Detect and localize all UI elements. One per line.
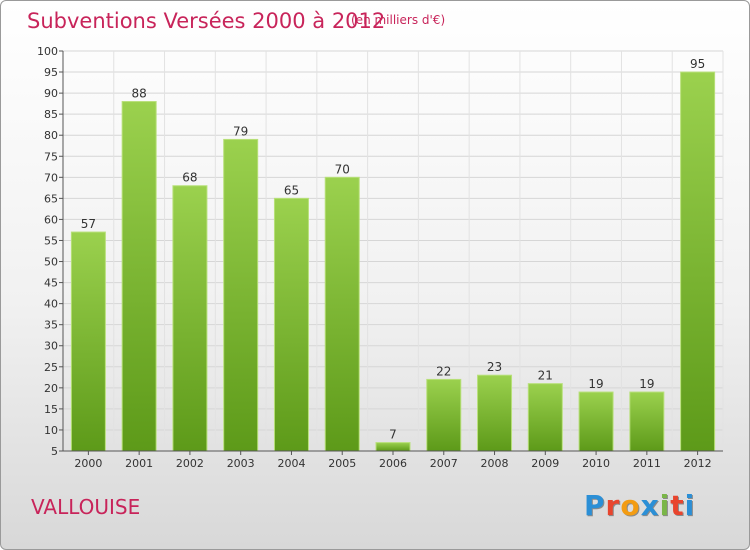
bar-value-label: 19 (639, 377, 654, 391)
y-tick-label: 40 (44, 298, 58, 311)
bar-2007 (426, 378, 462, 452)
logo-letter: P (584, 489, 606, 522)
y-tick-label: 65 (44, 192, 58, 205)
y-tick-label: 100 (37, 45, 58, 58)
bar-value-label: 21 (538, 369, 553, 383)
bar-value-label: 7 (389, 428, 397, 442)
x-tick-label: 2011 (633, 457, 661, 470)
x-tick-label: 2005 (328, 457, 356, 470)
x-tick-label: 2006 (379, 457, 407, 470)
y-tick-label: 20 (44, 382, 58, 395)
y-tick-label: 85 (44, 108, 58, 121)
bar-value-label: 19 (588, 377, 603, 391)
y-tick-label: 55 (44, 234, 58, 247)
bar-value-label: 22 (436, 364, 451, 378)
y-tick-label: 70 (44, 171, 58, 184)
bar-2000 (70, 231, 106, 452)
x-tick-label: 2004 (277, 457, 305, 470)
bar-2009 (527, 383, 563, 452)
x-tick-label: 2010 (582, 457, 610, 470)
y-tick-label: 15 (44, 403, 58, 416)
bar-value-label: 68 (182, 171, 197, 185)
chart-subtitle: (en milliers d'€) (351, 13, 446, 27)
bar-2008 (477, 374, 513, 452)
y-tick-label: 35 (44, 319, 58, 332)
y-tick-label: 50 (44, 256, 58, 269)
proxiti-logo: Proxiti (584, 489, 695, 522)
x-tick-label: 2001 (125, 457, 153, 470)
chart-title: Subventions Versées 2000 à 2012 (27, 9, 386, 33)
logo-letter: i (684, 489, 696, 522)
x-tick-label: 2003 (227, 457, 255, 470)
bar-value-label: 70 (335, 162, 350, 176)
x-tick-label: 2009 (531, 457, 559, 470)
x-tick-label: 2008 (481, 457, 509, 470)
logo-letter: x (640, 489, 660, 522)
bar-value-label: 79 (233, 124, 248, 138)
bar-2002 (172, 185, 208, 452)
bar-2011 (629, 391, 665, 452)
logo-letter: i (659, 489, 671, 522)
bar-value-label: 23 (487, 360, 502, 374)
commune-name: VALLOUISE (31, 495, 141, 519)
x-tick-label: 2002 (176, 457, 204, 470)
y-tick-label: 60 (44, 213, 58, 226)
bar-2012 (680, 71, 716, 452)
bar-2004 (273, 197, 309, 452)
bar-value-label: 57 (81, 217, 96, 231)
bar-2003 (223, 138, 259, 452)
y-tick-label: 80 (44, 129, 58, 142)
bar-value-label: 88 (132, 87, 147, 101)
bar-2006 (375, 442, 411, 452)
x-tick-label: 2007 (430, 457, 458, 470)
y-tick-label: 25 (44, 361, 58, 374)
grid-lines (62, 50, 724, 452)
y-tick-label: 10 (44, 424, 58, 437)
y-tick-label: 90 (44, 87, 58, 100)
bars: 57 88 68 79 65 70 7 22 23 21 19 19 95 (70, 57, 716, 452)
x-tick-label: 2012 (684, 457, 712, 470)
logo-letter: t (670, 489, 685, 522)
y-axis: 5 10 15 20 25 30 35 40 45 50 55 60 65 70 75 80 85 90 95 100 (37, 45, 64, 458)
x-axis: 2000 2001 2002 2003 2004 2005 2006 2007 2008 2009… (63, 450, 723, 470)
bar-2010 (578, 391, 614, 452)
y-tick-label: 30 (44, 340, 58, 353)
x-tick-label: 2000 (74, 457, 102, 470)
y-tick-label: 95 (44, 66, 58, 79)
y-tick-label: 5 (51, 445, 58, 458)
bar-2001 (121, 101, 157, 452)
bar-value-label: 95 (690, 57, 705, 71)
bar-value-label: 65 (284, 183, 299, 197)
y-tick-label: 75 (44, 150, 58, 163)
logo-letter: r (605, 489, 621, 522)
bar-2005 (324, 176, 360, 452)
logo-letter: o (620, 489, 641, 522)
y-tick-label: 45 (44, 277, 58, 290)
